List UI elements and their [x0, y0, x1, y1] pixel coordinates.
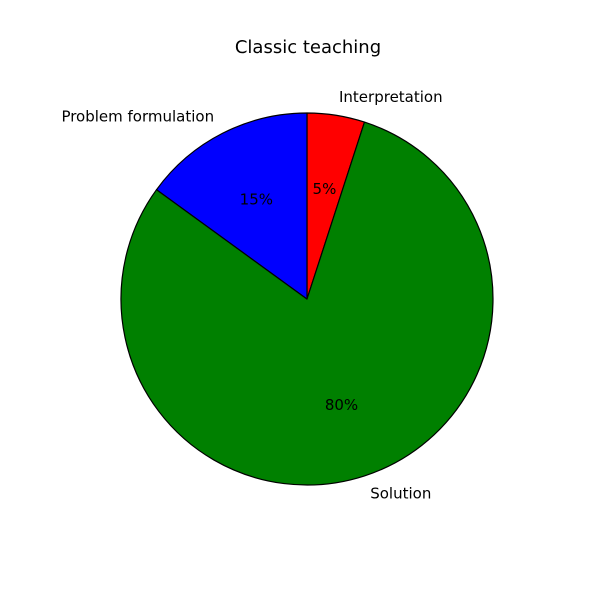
- pie-slice-problem-formulation: [155, 112, 308, 300]
- slice-label: Interpretation: [339, 88, 443, 106]
- pie-slice-solution: [120, 121, 494, 486]
- slice-label: Solution: [370, 485, 431, 503]
- slice-percent-label: 80%: [325, 396, 358, 414]
- slices-layer: [120, 112, 494, 486]
- labels-layer: Interpretation 5% Solution 80% Problem formu…: [61, 88, 442, 503]
- slice-percent-label: 15%: [240, 191, 273, 209]
- slice-percent-label: 5%: [313, 180, 337, 198]
- slice-label: Problem formulation: [61, 108, 214, 126]
- chart-title: Classic teaching: [235, 37, 381, 58]
